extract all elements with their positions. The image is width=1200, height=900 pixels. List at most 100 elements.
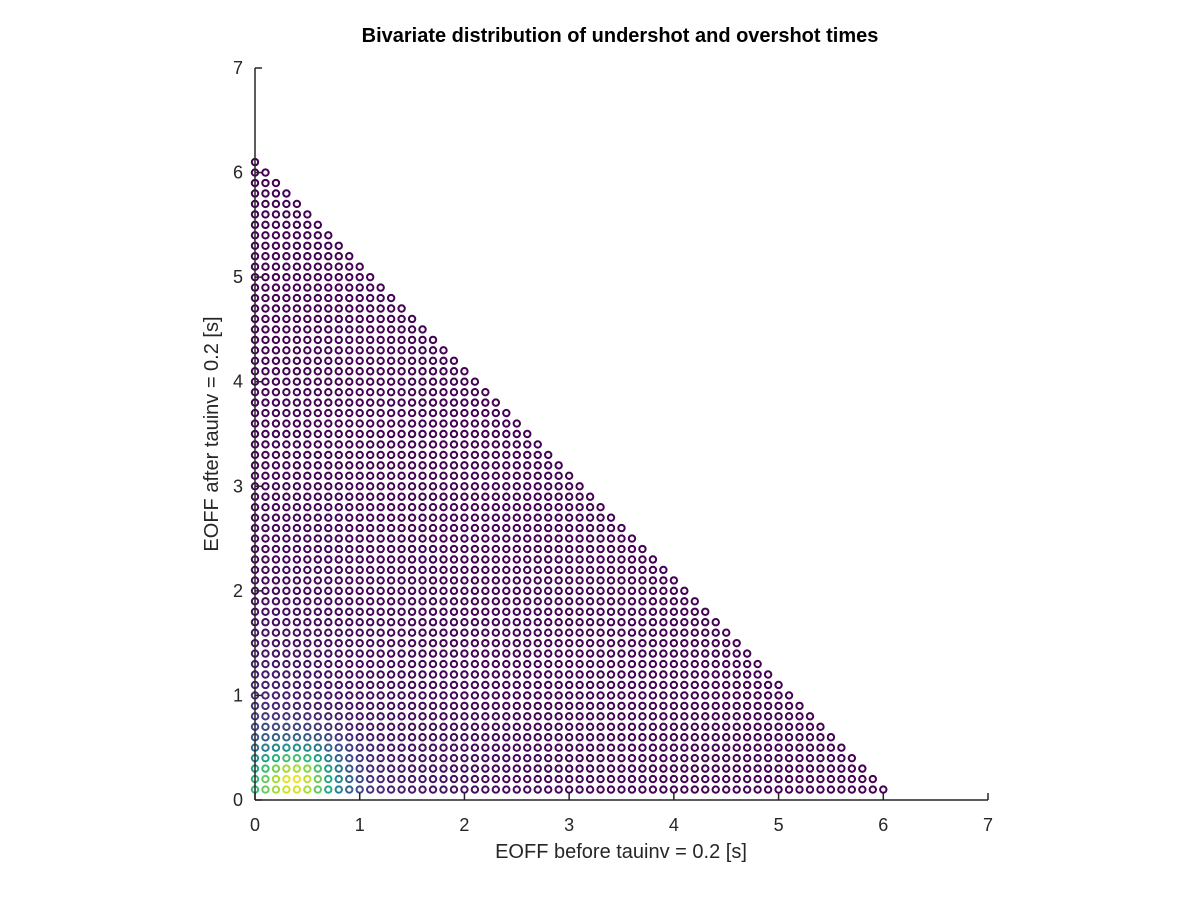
scatter-point (428, 680, 438, 690)
scatter-point (449, 764, 459, 773)
scatter-point (722, 659, 731, 669)
scatter-point (407, 691, 417, 700)
scatter-point (837, 785, 846, 794)
scatter-point (376, 346, 385, 355)
scatter-point (334, 335, 343, 345)
scatter-point (554, 534, 563, 543)
scatter-point (271, 471, 281, 481)
scatter-point (826, 764, 836, 773)
scatter-point (292, 764, 302, 773)
scatter-point (271, 492, 281, 501)
scatter-point (418, 701, 427, 711)
scatter-point (271, 189, 281, 198)
scatter-point (376, 670, 385, 679)
scatter-point (659, 691, 668, 700)
scatter-point (617, 785, 626, 794)
scatter-point (669, 618, 679, 627)
scatter-point (418, 398, 427, 407)
scatter-point (303, 367, 312, 376)
scatter-point (564, 586, 574, 596)
scatter-point (659, 701, 668, 711)
scatter-point (313, 492, 323, 501)
scatter-point (313, 638, 323, 648)
scatter-point (544, 503, 553, 512)
scatter-point (617, 597, 626, 606)
scatter-point (449, 398, 459, 407)
scatter-point (376, 325, 385, 334)
scatter-point (512, 492, 521, 501)
scatter-point (292, 314, 302, 324)
scatter-point (407, 387, 417, 397)
scatter-point (449, 534, 459, 543)
scatter-point (470, 555, 480, 564)
scatter-point (313, 377, 323, 386)
scatter-point (334, 753, 343, 763)
scatter-point (313, 555, 323, 564)
scatter-point (313, 272, 323, 282)
scatter-point (470, 733, 480, 742)
scatter-point (669, 691, 679, 700)
scatter-point (617, 534, 626, 543)
scatter-point (544, 753, 553, 763)
scatter-point (386, 387, 396, 397)
scatter-point (606, 659, 616, 669)
scatter-point (533, 461, 542, 470)
scatter-point (533, 659, 542, 669)
scatter-point (742, 764, 752, 773)
scatter-point (722, 701, 731, 711)
scatter-point (512, 586, 521, 596)
scatter-point (439, 743, 448, 752)
scatter-point (313, 367, 323, 376)
scatter-point (460, 482, 469, 491)
scatter-point (428, 387, 438, 397)
scatter-point (690, 733, 699, 742)
scatter-point (334, 618, 343, 627)
scatter-point (345, 680, 354, 690)
scatter-point (669, 712, 679, 721)
scatter-point (282, 482, 291, 491)
scatter-point (271, 252, 281, 261)
scatter-point (460, 618, 469, 627)
scatter-point (397, 356, 406, 365)
scatter-point (784, 785, 794, 794)
scatter-point (554, 503, 563, 512)
scatter-point (523, 659, 532, 669)
scatter-point (439, 429, 448, 439)
scatter-point (596, 785, 605, 794)
scatter-point (292, 503, 302, 512)
scatter-point (334, 387, 343, 397)
scatter-point (261, 168, 270, 177)
scatter-point (324, 492, 333, 501)
scatter-point (386, 534, 396, 543)
scatter-point (512, 774, 521, 784)
scatter-point (502, 586, 511, 596)
scatter-point (544, 628, 553, 637)
scatter-point (711, 764, 720, 773)
scatter-point (345, 252, 354, 261)
scatter-point (428, 471, 438, 481)
scatter-point (407, 764, 417, 773)
scatter-point (481, 618, 490, 627)
scatter-point (701, 722, 710, 731)
scatter-point (365, 670, 375, 679)
scatter-point (376, 712, 385, 721)
x-axis-label: EOFF before tauinv = 0.2 [s] (495, 841, 747, 863)
scatter-point (407, 482, 417, 491)
scatter-point (386, 503, 396, 512)
scatter-point (491, 450, 501, 460)
scatter-point (313, 628, 323, 637)
scatter-point (826, 785, 836, 794)
scatter-point (512, 544, 521, 554)
scatter-point (627, 565, 637, 575)
scatter-point (303, 555, 312, 564)
scatter-point (271, 680, 281, 690)
scatter-point (324, 680, 333, 690)
scatter-point (439, 503, 448, 512)
scatter-point (365, 293, 375, 303)
scatter-point (533, 680, 542, 690)
scatter-point (606, 680, 616, 690)
scatter-point (564, 597, 574, 606)
scatter-point (774, 733, 783, 742)
scatter-point (481, 659, 490, 669)
scatter-point (585, 774, 595, 784)
